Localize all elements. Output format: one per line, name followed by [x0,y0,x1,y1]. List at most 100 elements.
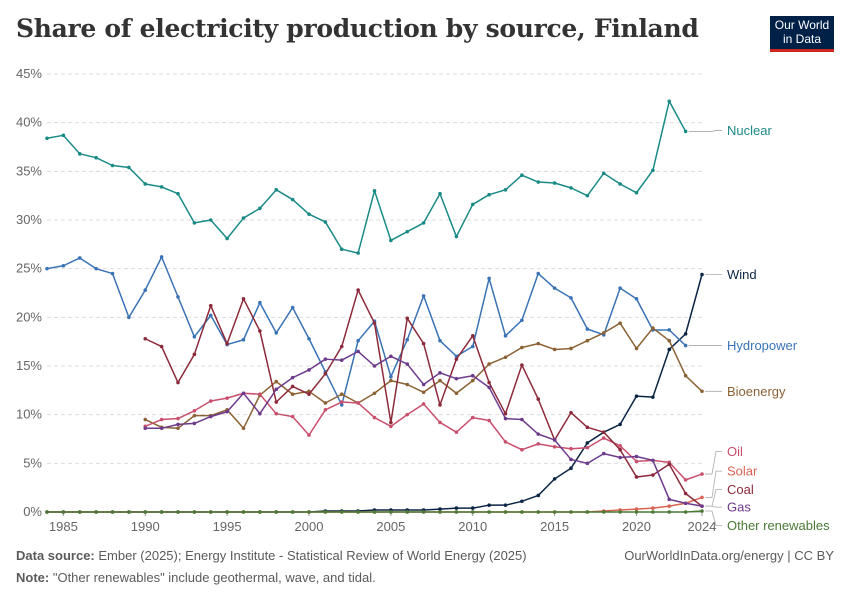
hydropower-point[interactable] [77,256,82,260]
nuclear-point[interactable] [143,182,148,186]
other-renewables-point[interactable] [176,510,180,514]
gas-point[interactable] [651,458,655,463]
bioenergy-point[interactable] [683,373,688,378]
bioenergy-point[interactable] [339,392,344,397]
solar-point[interactable] [667,504,672,508]
coal-point[interactable] [405,316,410,321]
coal-point[interactable] [225,341,229,346]
hydropower-point[interactable] [585,327,590,331]
wind-point[interactable] [470,506,475,510]
gas-point[interactable] [454,376,459,381]
bioenergy-point[interactable] [389,378,393,383]
coal-point[interactable] [192,352,197,357]
oil-line[interactable] [144,392,703,481]
series-oil[interactable] [143,391,704,482]
gas-point[interactable] [225,409,229,414]
hydropower-line[interactable] [46,256,687,406]
other-renewables-point[interactable] [61,510,66,514]
other-renewables-point[interactable] [421,510,426,514]
coal-label[interactable]: Coal [727,482,754,497]
hydropower-point[interactable] [389,374,393,379]
bioenergy-point[interactable] [290,392,295,397]
nuclear-point[interactable] [487,192,491,197]
other-renewables-point[interactable] [258,510,262,514]
coal-point[interactable] [683,491,688,496]
oil-point[interactable] [290,414,295,419]
gas-point[interactable] [618,455,622,460]
bioenergy-point[interactable] [585,338,590,343]
nuclear-point[interactable] [176,191,180,196]
oil-point[interactable] [454,430,459,434]
gas-point[interactable] [634,454,639,459]
solar-label[interactable]: Solar [727,464,758,479]
bioenergy-point[interactable] [487,362,491,366]
other-renewables-point[interactable] [683,510,688,514]
wind-point[interactable] [520,499,524,504]
hydropower-point[interactable] [110,271,115,276]
gas-point[interactable] [192,421,197,426]
bioenergy-point[interactable] [667,338,672,343]
hydropower-point[interactable] [356,338,360,343]
coal-point[interactable] [159,344,164,349]
coal-point[interactable] [307,392,311,397]
nuclear-point[interactable] [323,220,328,224]
oil-point[interactable] [372,415,377,420]
gas-label[interactable]: Gas [727,500,751,515]
nuclear-point[interactable] [585,193,590,198]
other-renewables-label[interactable]: Other renewables [727,518,830,533]
nuclear-point[interactable] [438,191,442,196]
nuclear-point[interactable] [159,185,164,189]
gas-point[interactable] [569,457,573,462]
coal-point[interactable] [290,384,295,389]
gas-point[interactable] [159,426,164,431]
nuclear-point[interactable] [225,236,229,241]
nuclear-point[interactable] [110,163,115,168]
wind-point[interactable] [569,466,573,471]
coal-point[interactable] [356,288,360,292]
owid-logo[interactable]: Our World in Data [770,16,834,52]
wind-label[interactable]: Wind [727,267,757,282]
other-renewables-point[interactable] [389,510,393,514]
wind-point[interactable] [487,503,491,507]
other-renewables-point[interactable] [290,510,295,514]
coal-point[interactable] [520,363,524,367]
coal-point[interactable] [208,303,213,308]
bioenergy-point[interactable] [634,346,639,351]
solar-point[interactable] [700,495,704,500]
bioenergy-point[interactable] [536,341,541,346]
oil-point[interactable] [487,418,491,423]
hydropower-point[interactable] [569,296,573,300]
nuclear-point[interactable] [405,229,410,234]
other-renewables-point[interactable] [274,510,279,514]
other-renewables-point[interactable] [356,510,360,514]
other-renewables-point[interactable] [339,510,344,514]
coal-point[interactable] [274,400,279,404]
hydropower-point[interactable] [487,276,491,281]
nuclear-point[interactable] [241,216,246,220]
nuclear-point[interactable] [77,152,82,156]
hydropower-point[interactable] [258,300,262,305]
hydropower-point[interactable] [208,313,213,318]
nuclear-point[interactable] [618,182,622,186]
hydropower-point[interactable] [536,271,541,276]
oil-point[interactable] [208,399,213,403]
bioenergy-point[interactable] [520,345,524,350]
other-renewables-point[interactable] [110,510,115,514]
other-renewables-point[interactable] [159,510,164,514]
coal-point[interactable] [536,397,541,401]
gas-point[interactable] [241,391,246,396]
oil-point[interactable] [405,412,410,417]
other-renewables-point[interactable] [225,510,229,514]
nuclear-point[interactable] [45,136,49,141]
other-renewables-point[interactable] [143,510,148,514]
other-renewables-point[interactable] [536,510,541,514]
hydropower-point[interactable] [192,335,197,339]
hydropower-point[interactable] [61,263,66,268]
oil-point[interactable] [159,417,164,422]
nuclear-point[interactable] [290,197,295,202]
oil-point[interactable] [552,444,557,449]
coal-point[interactable] [634,475,639,479]
credit-link[interactable]: OurWorldInData.org/energy | CC BY [624,548,834,563]
hydropower-point[interactable] [438,338,442,343]
nuclear-point[interactable] [192,221,197,225]
